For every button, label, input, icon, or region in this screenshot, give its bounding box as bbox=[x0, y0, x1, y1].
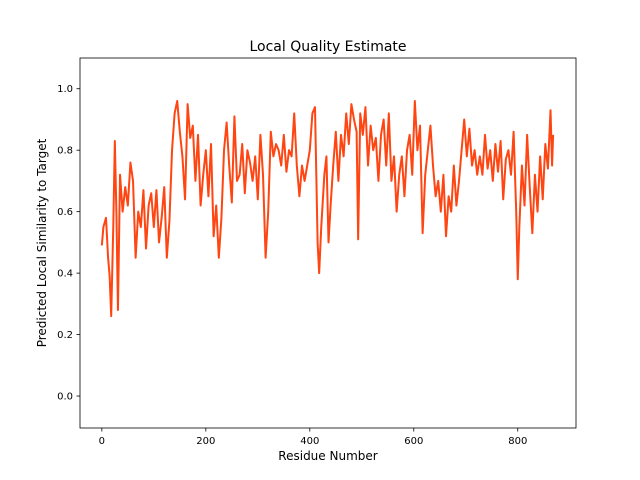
x-tick-label: 600 bbox=[404, 436, 423, 447]
y-tick-label: 1.0 bbox=[57, 84, 73, 95]
y-tick-label: 0.6 bbox=[57, 207, 73, 218]
y-tick-label: 0.8 bbox=[57, 146, 73, 157]
x-tick-label: 200 bbox=[196, 436, 215, 447]
y-tick-label: 0.0 bbox=[57, 392, 73, 403]
x-tick-label: 0 bbox=[99, 436, 105, 447]
x-axis-label: Residue Number bbox=[278, 449, 377, 463]
y-tick-label: 0.4 bbox=[57, 269, 73, 280]
y-axis-label: Predicted Local Similarity to Target bbox=[35, 138, 49, 347]
data-line bbox=[100, 100, 555, 318]
x-tick-label: 400 bbox=[300, 436, 319, 447]
y-tick-label: 0.2 bbox=[57, 330, 73, 341]
chart-title: Local Quality Estimate bbox=[249, 39, 406, 55]
plot-frame bbox=[79, 57, 577, 429]
x-tick-label: 800 bbox=[508, 436, 527, 447]
